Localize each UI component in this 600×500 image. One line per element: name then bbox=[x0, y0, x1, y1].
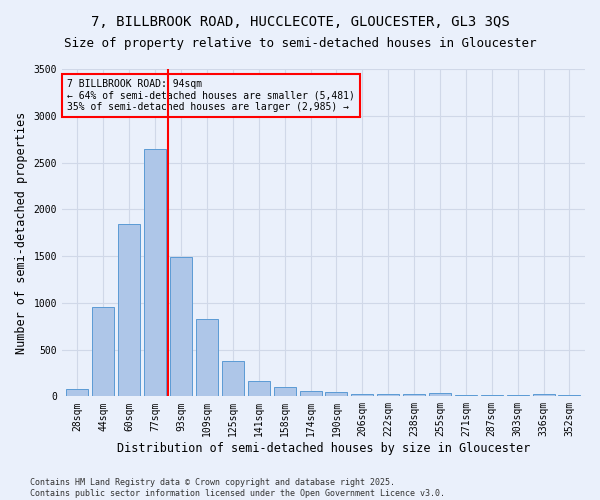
Bar bbox=[274, 387, 296, 396]
Bar bbox=[222, 361, 244, 396]
Bar bbox=[325, 392, 347, 396]
Bar bbox=[377, 394, 399, 396]
Bar bbox=[351, 394, 373, 396]
Text: Contains HM Land Registry data © Crown copyright and database right 2025.
Contai: Contains HM Land Registry data © Crown c… bbox=[30, 478, 445, 498]
Bar bbox=[248, 381, 270, 396]
Bar bbox=[299, 391, 322, 396]
Bar bbox=[118, 224, 140, 396]
Text: 7, BILLBROOK ROAD, HUCCLECOTE, GLOUCESTER, GL3 3QS: 7, BILLBROOK ROAD, HUCCLECOTE, GLOUCESTE… bbox=[91, 15, 509, 29]
Bar bbox=[533, 394, 554, 396]
Y-axis label: Number of semi-detached properties: Number of semi-detached properties bbox=[15, 112, 28, 354]
Bar bbox=[170, 257, 192, 396]
Bar bbox=[92, 308, 115, 396]
X-axis label: Distribution of semi-detached houses by size in Gloucester: Distribution of semi-detached houses by … bbox=[117, 442, 530, 455]
Bar bbox=[67, 389, 88, 396]
Text: Size of property relative to semi-detached houses in Gloucester: Size of property relative to semi-detach… bbox=[64, 38, 536, 51]
Bar bbox=[403, 394, 425, 396]
Bar bbox=[429, 392, 451, 396]
Text: 7 BILLBROOK ROAD: 94sqm
← 64% of semi-detached houses are smaller (5,481)
35% of: 7 BILLBROOK ROAD: 94sqm ← 64% of semi-de… bbox=[67, 79, 355, 112]
Bar bbox=[144, 150, 166, 396]
Bar bbox=[196, 318, 218, 396]
